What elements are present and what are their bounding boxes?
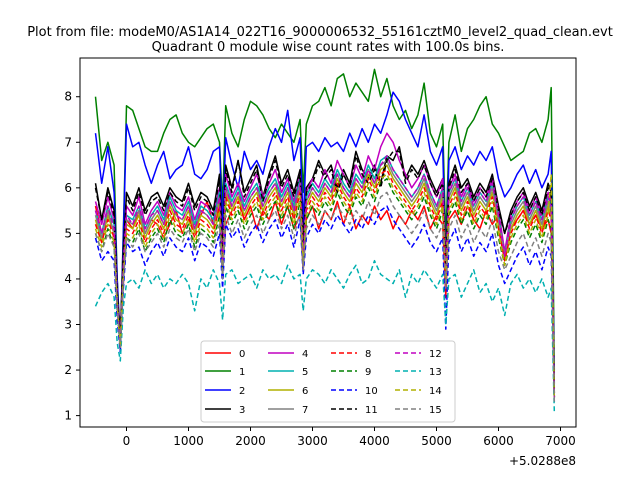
- legend-label-10: 10: [365, 386, 378, 397]
- series-line-14: [94, 173, 556, 398]
- legend-label-13: 13: [429, 367, 442, 378]
- legend-label-11: 11: [365, 405, 378, 416]
- x-tick-label: 6000: [483, 434, 514, 448]
- legend-label-1: 1: [239, 367, 245, 378]
- x-tick-label: 0: [123, 434, 131, 448]
- y-tick-label: 4: [64, 272, 72, 286]
- legend-box: [200, 340, 456, 423]
- legend-label-4: 4: [302, 349, 308, 360]
- y-tick-label: 5: [64, 226, 72, 240]
- figure-suptitle: Plot from file: modeM0/AS1A14_022T16_900…: [27, 25, 613, 40]
- legend-label-12: 12: [429, 349, 442, 360]
- y-tick-label: 7: [64, 135, 72, 149]
- series-line-11: [94, 150, 556, 393]
- x-axis: 0 1000 2000 3000 4000 5000 6000 7000: [123, 427, 576, 448]
- y-tick-label: 3: [64, 318, 72, 332]
- legend-label-7: 7: [302, 405, 308, 416]
- series-line-13: [94, 259, 556, 412]
- axes-frame: [79, 57, 577, 428]
- legend-label-2: 2: [239, 386, 245, 397]
- legend-label-14: 14: [429, 386, 442, 397]
- legend-label-0: 0: [239, 349, 245, 360]
- series-line-9: [94, 177, 556, 398]
- x-tick-label: 5000: [421, 434, 452, 448]
- chart-title: Quadrant 0 module wise count rates with …: [152, 40, 505, 55]
- series-line-2: [94, 91, 556, 384]
- series-line-10: [94, 205, 556, 402]
- legend-label-8: 8: [365, 349, 371, 360]
- y-tick-label: 2: [64, 363, 72, 377]
- series-line-12: [94, 155, 556, 398]
- y-tick-label: 6: [64, 181, 72, 195]
- legend-label-15: 15: [429, 405, 442, 416]
- series-line-5: [94, 155, 556, 398]
- series-layer: [94, 68, 556, 412]
- x-tick-label: 2000: [235, 434, 266, 448]
- x-offset-label: +5.0288e8: [509, 454, 576, 468]
- series-line-15: [94, 191, 556, 402]
- series-line-6: [94, 164, 556, 398]
- y-axis: 1 2 3 4 5 6 7 8: [64, 90, 80, 423]
- legend-label-3: 3: [239, 405, 245, 416]
- legend-label-9: 9: [365, 367, 371, 378]
- x-tick-label: 7000: [545, 434, 576, 448]
- x-tick-label: 1000: [173, 434, 204, 448]
- series-line-3: [94, 146, 556, 393]
- series-line-1: [94, 68, 556, 371]
- legend-label-5: 5: [302, 367, 308, 378]
- x-tick-label: 3000: [297, 434, 328, 448]
- legend-label-6: 6: [302, 386, 308, 397]
- y-tick-label: 1: [64, 409, 72, 423]
- series-line-8: [94, 168, 556, 398]
- x-tick-label: 4000: [359, 434, 390, 448]
- y-tick-label: 8: [64, 90, 72, 104]
